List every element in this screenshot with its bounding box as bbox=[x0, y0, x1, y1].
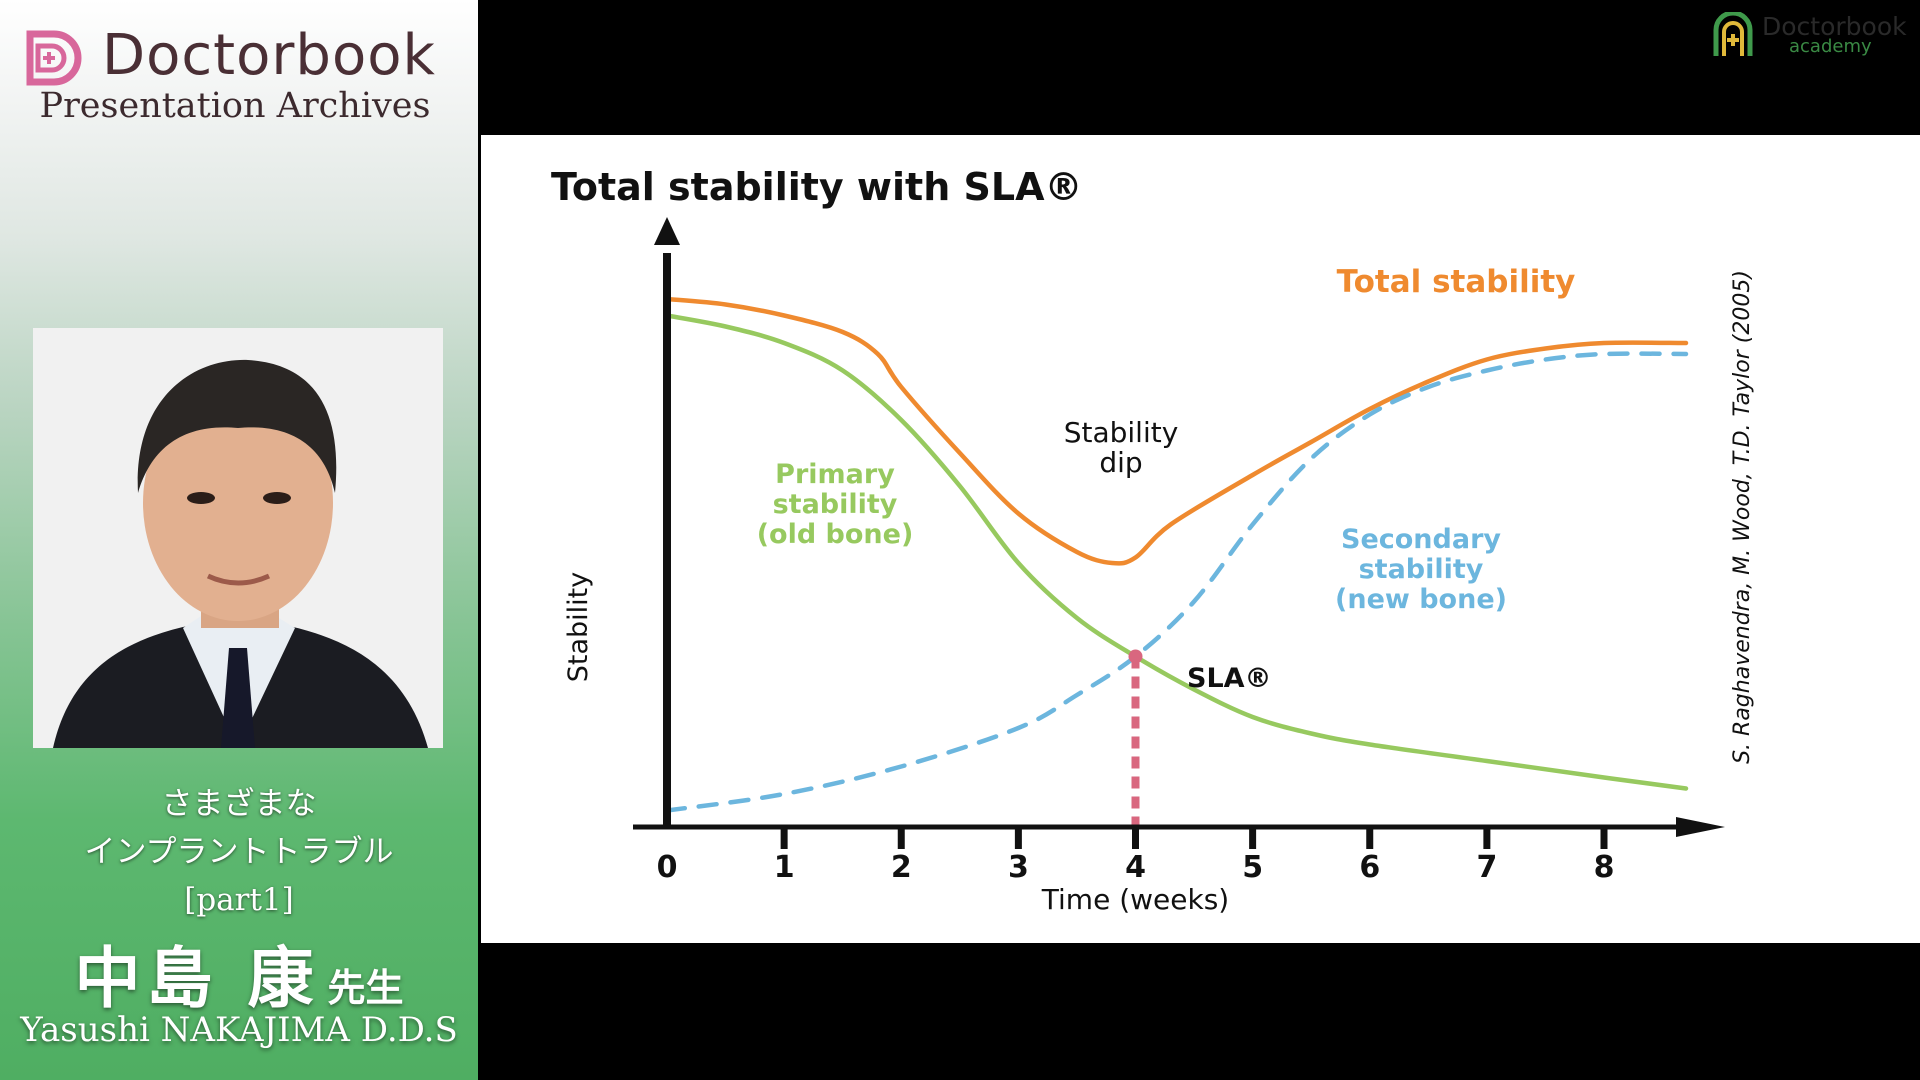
lecture-line-1: さまざまな bbox=[161, 786, 317, 822]
y-axis-label: Stability bbox=[563, 572, 594, 683]
annotation-stability-dip-0: Stability bbox=[1064, 416, 1179, 449]
x-tick-label-6: 6 bbox=[1359, 850, 1380, 885]
annotation-stability-dip-1: dip bbox=[1099, 446, 1142, 479]
brand-subtitle: Presentation Archives bbox=[39, 86, 431, 126]
speaker-photo bbox=[33, 328, 443, 748]
lecture-line-2: インプラントトラブル bbox=[84, 834, 394, 870]
x-tick-label-5: 5 bbox=[1242, 850, 1263, 885]
y-axis-arrow bbox=[654, 217, 680, 245]
citation-text: S. Raghavendra, M. Wood, T.D. Taylor (20… bbox=[1730, 270, 1755, 764]
speaker-name-en: Yasushi NAKAJIMA D.D.S bbox=[20, 1010, 458, 1050]
chart-title: Total stability with SLA® bbox=[551, 165, 1083, 209]
series-line-0 bbox=[664, 296, 1689, 566]
speaker-name: 中島 康先生 bbox=[0, 925, 478, 1021]
doctorbook-logo-icon bbox=[26, 30, 82, 86]
series-label-primary-1: stability bbox=[773, 489, 898, 520]
presentation-slide: Total stability with SLA® 0 1 2 3 4 5 6 7 8 Time … bbox=[481, 135, 1920, 943]
series-line-1 bbox=[664, 313, 1689, 791]
x-axis-label: Time (weeks) bbox=[1041, 883, 1229, 916]
series-line-2 bbox=[664, 351, 1689, 813]
series-label-primary-2: (old bone) bbox=[757, 519, 914, 550]
x-tick-label-7: 7 bbox=[1476, 850, 1497, 885]
speaker-name-jp: 中島 康 bbox=[74, 939, 320, 1017]
series-label-secondary-0: Secondary bbox=[1341, 524, 1501, 555]
x-tick-label-1: 1 bbox=[774, 850, 795, 885]
lecture-line-3: [part1] bbox=[184, 882, 294, 918]
x-tick-label-0: 0 bbox=[657, 850, 678, 885]
doctorbook-academy-logo: Doctorbook academy bbox=[1712, 12, 1912, 62]
doctorbook-logo: Doctorbook Presentation Archives bbox=[24, 23, 464, 126]
series-label-primary-0: Primary bbox=[775, 459, 895, 490]
sidebar: Doctorbook Presentation Archives さまざまな イ… bbox=[0, 0, 478, 1080]
brand-name: Doctorbook bbox=[102, 23, 436, 88]
academy-logo-sub: academy bbox=[1789, 36, 1872, 57]
speaker-honorific: 先生 bbox=[327, 965, 404, 1010]
series-label-secondary-2: (new bone) bbox=[1335, 584, 1507, 615]
x-tick-label-2: 2 bbox=[891, 850, 912, 885]
academy-logo-name: Doctorbook bbox=[1762, 12, 1907, 41]
stability-chart: 0 1 2 3 4 5 6 7 8 Time (weeks) Stability Total stab… bbox=[563, 217, 1755, 916]
x-tick-label-8: 8 bbox=[1594, 850, 1615, 885]
sla-marker-point bbox=[1128, 649, 1143, 664]
academy-logo-icon bbox=[1713, 12, 1753, 56]
lecture-title: さまざまな インプラントトラブル [part1] bbox=[0, 780, 478, 924]
x-tick-label-4: 4 bbox=[1125, 850, 1146, 885]
x-axis-arrow bbox=[1676, 817, 1725, 837]
series-label-total-0: Total stability bbox=[1337, 264, 1576, 300]
annotation-sla: SLA® bbox=[1187, 663, 1272, 694]
series-label-secondary-1: stability bbox=[1359, 554, 1484, 585]
x-tick-label-3: 3 bbox=[1008, 850, 1029, 885]
